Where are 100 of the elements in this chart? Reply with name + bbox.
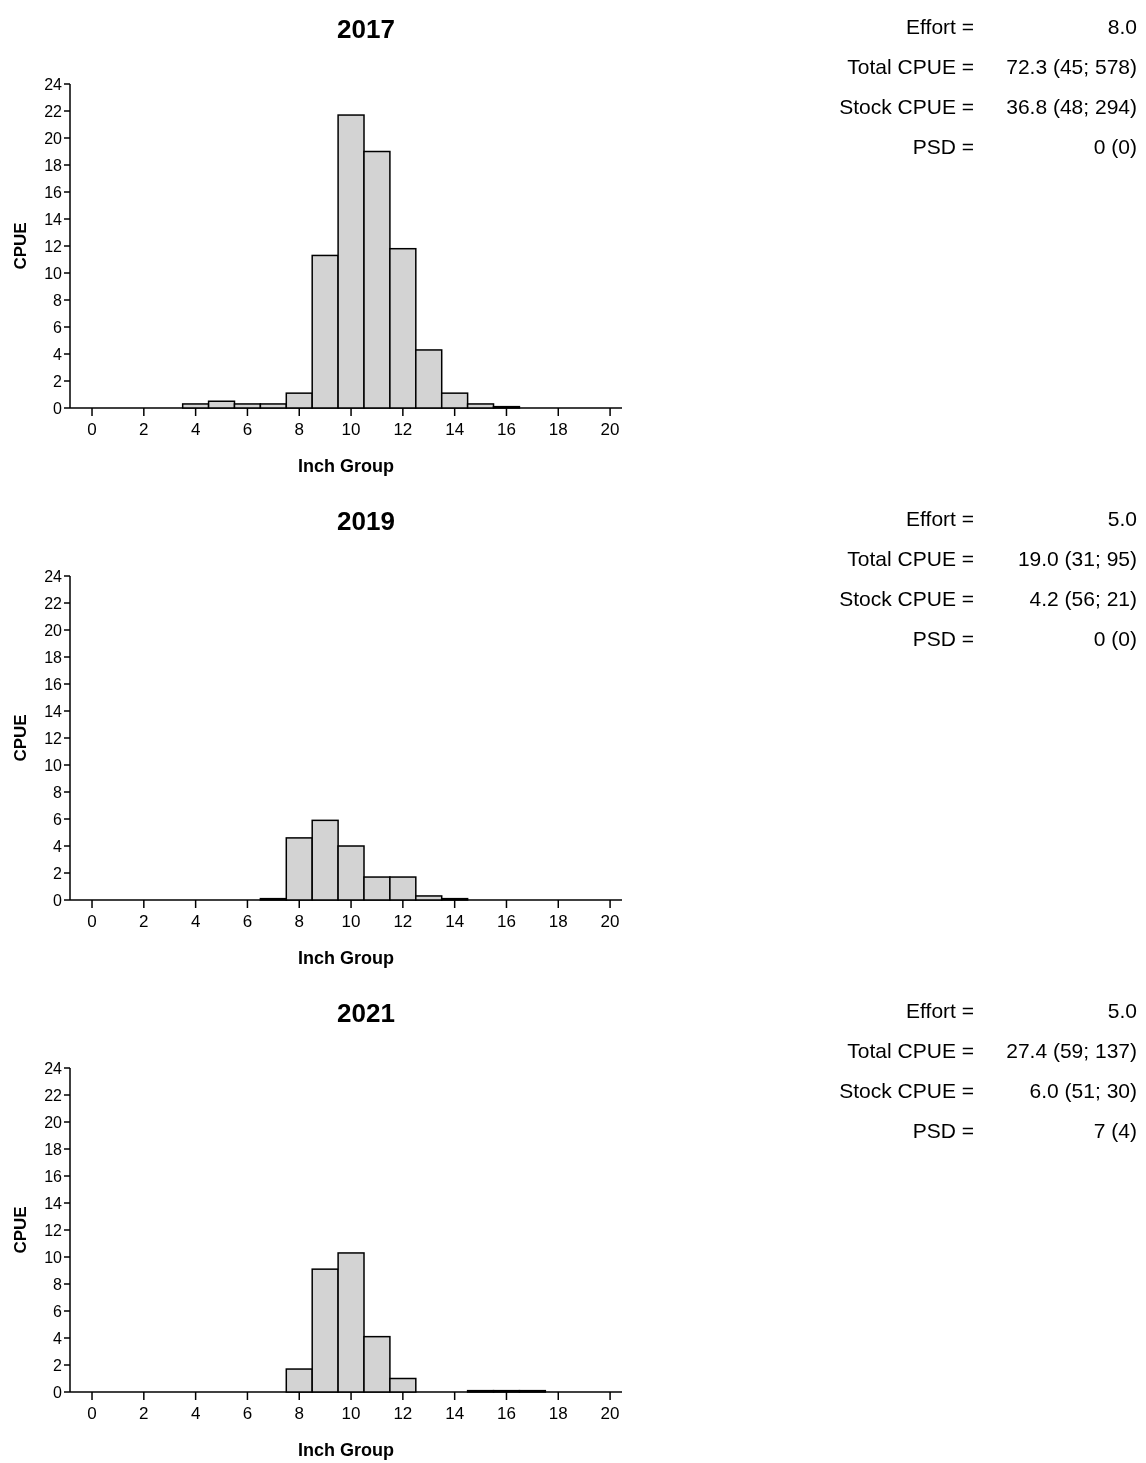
y-axis-title: CPUE [11, 714, 30, 762]
y-tick-label: 12 [44, 237, 63, 255]
x-tick-label: 2 [139, 912, 149, 931]
y-tick-label: 6 [53, 810, 63, 828]
y-tick-label: 22 [44, 102, 63, 120]
text: 5.0 [1107, 507, 1137, 530]
chart-title: 2021 [337, 998, 395, 1028]
y-tick-label: 4 [53, 1329, 63, 1347]
y-tick-label: 20 [44, 621, 63, 639]
text: 5.0 [1107, 999, 1137, 1022]
x-tick-label: 16 [497, 1404, 516, 1423]
x-tick-label: 6 [242, 912, 253, 931]
text: PSD = [912, 627, 974, 650]
x-tick-label: 18 [548, 912, 568, 931]
y-axis-title: CPUE [11, 1206, 30, 1254]
y-tick-label: 18 [44, 648, 63, 666]
text: 0 (0) [1093, 627, 1137, 650]
x-tick-label: 18 [548, 1404, 568, 1423]
y-tick-label: 16 [44, 675, 63, 693]
text: PSD = [912, 135, 974, 158]
y-tick-label: 2 [53, 1356, 63, 1374]
text: 4.2 (56; 21) [1029, 587, 1137, 610]
x-tick-label: 10 [341, 420, 361, 439]
y-tick-label: 10 [44, 1248, 63, 1266]
text: Total CPUE = [847, 55, 974, 78]
y-tick-label: 14 [44, 1194, 63, 1212]
x-tick-label: 8 [294, 912, 304, 931]
x-tick-label: 20 [600, 420, 620, 439]
y-tick-label: 8 [53, 783, 63, 801]
text: 7 (4) [1093, 1119, 1137, 1142]
x-tick-label: 6 [242, 1404, 253, 1423]
y-tick-label: 4 [53, 345, 63, 363]
text: 8.0 [1107, 15, 1137, 38]
chart-title: 2019 [337, 506, 395, 536]
x-tick-label: 0 [87, 1404, 97, 1423]
y-tick-label: 6 [53, 1302, 63, 1320]
y-tick-label: 16 [44, 1167, 63, 1185]
y-tick-label: 10 [44, 756, 63, 774]
x-tick-label: 2 [139, 420, 149, 439]
y-tick-label: 20 [44, 129, 63, 147]
text: 72.3 (45; 578) [1006, 55, 1137, 78]
text: 27.4 (59; 137) [1006, 1039, 1137, 1062]
y-tick-label: 20 [44, 1113, 63, 1131]
x-tick-label: 20 [600, 1404, 620, 1423]
x-axis-title: Inch Group [298, 456, 394, 476]
y-tick-label: 8 [53, 291, 63, 309]
text: Total CPUE = [847, 547, 974, 570]
x-tick-label: 16 [497, 420, 516, 439]
y-tick-label: 10 [44, 264, 63, 282]
y-tick-label: 14 [44, 210, 63, 228]
y-tick-label: 12 [44, 729, 63, 747]
text: 19.0 (31; 95) [1017, 547, 1137, 570]
y-tick-label: 0 [53, 1383, 63, 1401]
x-tick-label: 8 [294, 420, 304, 439]
text: Effort = [906, 507, 974, 530]
y-axis-title: CPUE [11, 222, 30, 270]
x-tick-label: 16 [497, 912, 516, 931]
x-tick-label: 0 [87, 420, 97, 439]
text: 36.8 (48; 294) [1006, 95, 1137, 118]
y-tick-label: 2 [53, 864, 63, 882]
x-tick-label: 18 [548, 420, 568, 439]
x-tick-label: 4 [190, 420, 201, 439]
text: PSD = [912, 1119, 974, 1142]
y-tick-label: 0 [53, 399, 63, 417]
y-tick-label: 24 [44, 567, 63, 585]
text: Total CPUE = [847, 1039, 974, 1062]
text: 6.0 (51; 30) [1029, 1079, 1137, 1102]
y-tick-label: 12 [44, 1221, 63, 1239]
x-axis-title: Inch Group [298, 948, 394, 968]
text: 0 (0) [1093, 135, 1137, 158]
x-tick-label: 20 [600, 912, 620, 931]
y-tick-label: 24 [44, 1059, 63, 1077]
y-tick-label: 0 [53, 891, 63, 909]
x-tick-label: 12 [393, 1404, 413, 1423]
text: Effort = [906, 999, 974, 1022]
x-tick-label: 14 [445, 420, 465, 439]
y-tick-label: 16 [44, 183, 63, 201]
y-tick-label: 8 [53, 1275, 63, 1293]
x-axis-title: Inch Group [298, 1440, 394, 1460]
y-tick-label: 6 [53, 318, 63, 336]
y-tick-label: 22 [44, 1086, 63, 1104]
y-tick-label: 14 [44, 702, 63, 720]
x-tick-label: 0 [87, 912, 97, 931]
x-tick-label: 10 [341, 1404, 361, 1423]
text: Stock CPUE = [839, 95, 974, 118]
y-tick-label: 18 [44, 1140, 63, 1158]
x-tick-label: 8 [294, 1404, 304, 1423]
text: Stock CPUE = [839, 587, 974, 610]
x-tick-label: 4 [190, 1404, 201, 1423]
y-tick-label: 4 [53, 837, 63, 855]
x-tick-label: 6 [242, 420, 253, 439]
y-tick-label: 24 [44, 75, 63, 93]
x-tick-label: 2 [139, 1404, 149, 1423]
y-tick-label: 18 [44, 156, 63, 174]
y-tick-label: 22 [44, 594, 63, 612]
x-tick-label: 14 [445, 912, 465, 931]
x-tick-label: 14 [445, 1404, 465, 1423]
x-tick-label: 12 [393, 420, 413, 439]
y-tick-label: 2 [53, 372, 63, 390]
x-tick-label: 10 [341, 912, 361, 931]
